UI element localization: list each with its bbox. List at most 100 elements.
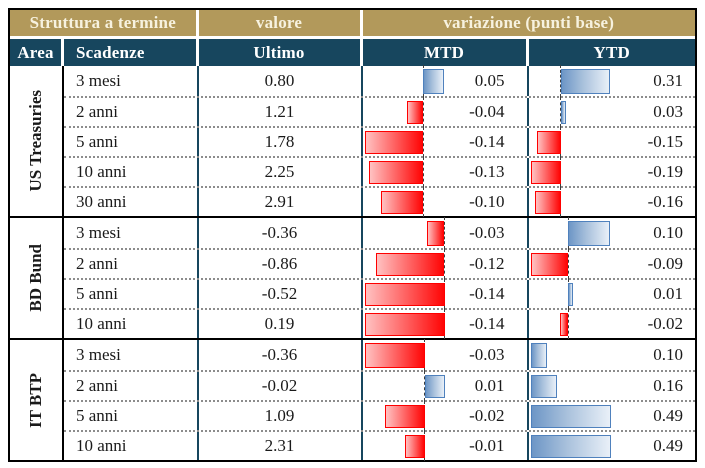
ultimo-value: 0.80: [264, 71, 295, 90]
zero-axis: [560, 187, 562, 217]
maturity-label: 2 anni: [76, 102, 119, 121]
table-row: 2 anni -0.02 0.01 0.16: [64, 370, 696, 401]
ytd-bar-positive: [530, 374, 557, 398]
ytd-cell: 0.10: [529, 217, 696, 249]
ytd-value: 0.16: [653, 376, 683, 395]
area-cell: US Treasuries: [10, 66, 64, 216]
ultimo-value: 1.21: [264, 102, 295, 121]
mtd-bar-area: [365, 249, 445, 279]
mtd-cell: 0.05: [363, 65, 529, 97]
ytd-cell: 0.01: [529, 279, 696, 309]
ytd-bar-positive: [530, 404, 611, 428]
mtd-cell: -0.04: [363, 97, 529, 127]
maturity-cell: 3 mesi: [64, 66, 199, 96]
area-label: BD Bund: [26, 244, 45, 312]
ytd-bar-negative: [530, 252, 569, 276]
ytd-value: 0.49: [653, 436, 683, 455]
maturity-cell: 3 mesi: [64, 340, 199, 370]
mtd-bar-area: [365, 97, 445, 127]
ultimo-cell: 1.78: [199, 128, 363, 156]
maturity-label: 5 anni: [76, 284, 119, 303]
mtd-bar-negative: [381, 190, 424, 214]
ytd-bar-negative: [536, 130, 561, 154]
ytd-bar-area: [531, 187, 611, 217]
mtd-bar-area: [365, 217, 445, 249]
ytd-bar-positive: [568, 282, 573, 306]
table-section: BD Bund 3 mesi -0.36 -0.03 0.10 2 anni -0.86 -0…: [10, 216, 696, 339]
ytd-value: -0.16: [647, 192, 683, 211]
ytd-cell: 0.03: [529, 97, 696, 127]
maturity-label: 2 anni: [76, 376, 119, 395]
mtd-value: -0.14: [469, 314, 505, 333]
table-row: 10 anni 2.25 -0.13 -0.19: [64, 156, 696, 187]
header-valore: valore: [198, 10, 363, 36]
ytd-bar-positive: [530, 342, 547, 368]
mtd-cell: 0.01: [363, 371, 529, 401]
mtd-value: -0.02: [469, 406, 505, 425]
ytd-bar-area: [530, 432, 611, 460]
maturity-label: 3 mesi: [76, 71, 121, 90]
column-header-scadenze: Scadenze: [64, 39, 199, 66]
ultimo-value: -0.52: [261, 284, 298, 303]
ytd-bar-area: [531, 279, 611, 309]
mtd-bar-area: [365, 157, 445, 187]
section-rows: 3 mesi -0.36 -0.03 0.10 2 anni -0.86 -0.12 -0.0…: [64, 217, 696, 339]
header-struttura-a-termine: Struttura a termine: [10, 10, 199, 36]
area-cell: IT BTP: [10, 340, 64, 460]
ytd-bar-area: [530, 249, 611, 279]
maturity-label: 10 anni: [76, 314, 127, 333]
mtd-cell: -0.14: [363, 127, 529, 157]
maturity-label: 3 mesi: [76, 345, 121, 364]
zero-axis: [422, 97, 424, 127]
maturity-label: 2 anni: [76, 254, 119, 273]
zero-axis: [560, 157, 562, 187]
ytd-value: -0.19: [647, 162, 683, 181]
mtd-cell: -0.10: [363, 187, 529, 217]
zero-axis: [444, 279, 445, 309]
maturity-cell: 2 anni: [64, 372, 199, 400]
ultimo-value: -0.36: [261, 345, 298, 364]
maturity-label: 5 anni: [76, 132, 119, 151]
mtd-bar-negative: [375, 252, 445, 276]
ytd-bar-area: [531, 127, 611, 157]
ytd-cell: -0.19: [529, 157, 696, 187]
mtd-cell: -0.12: [363, 249, 529, 279]
maturity-label: 5 anni: [76, 406, 119, 425]
table-section: US Treasuries 3 mesi 0.80 0.05 0.31 2 anni 1.2…: [10, 65, 696, 217]
ultimo-cell: 2.25: [199, 158, 363, 186]
maturity-cell: 5 anni: [64, 128, 199, 156]
maturity-cell: 30 anni: [64, 188, 199, 216]
mtd-value: -0.04: [469, 102, 505, 121]
mtd-cell: -0.13: [363, 157, 529, 187]
mtd-cell: -0.02: [363, 401, 529, 431]
mtd-value: -0.10: [469, 192, 505, 211]
ultimo-cell: 1.09: [199, 402, 363, 430]
header-group-row: Struttura a termine valore variazione (p…: [10, 10, 695, 39]
area-label: IT BTP: [26, 372, 45, 428]
ultimo-cell: -0.86: [199, 250, 363, 278]
header-column-row: Area Scadenze Ultimo MTD YTD: [10, 39, 695, 66]
zero-axis: [560, 127, 562, 157]
ultimo-cell: -0.52: [199, 280, 363, 308]
mtd-bar-negative: [364, 130, 424, 154]
table-row: 10 anni 0.19 -0.14 -0.02: [64, 308, 695, 339]
mtd-bar-area: [364, 309, 445, 339]
zero-axis: [422, 187, 424, 217]
term-structure-table: Struttura a termine valore variazione (p…: [8, 8, 697, 462]
mtd-bar-negative: [364, 342, 425, 368]
maturity-label: 10 anni: [76, 436, 127, 455]
maturity-label: 3 mesi: [76, 223, 121, 242]
ytd-cell: 0.49: [529, 402, 696, 430]
mtd-value: -0.01: [469, 436, 505, 455]
table-row: 10 anni 2.31 -0.01 0.49: [64, 430, 695, 461]
section-rows: 3 mesi 0.80 0.05 0.31 2 anni 1.21 -0.04 0.03 5 a…: [64, 65, 696, 217]
ytd-cell: 0.16: [529, 372, 696, 400]
zero-axis: [444, 309, 445, 339]
ultimo-cell: 2.31: [199, 432, 363, 460]
ultimo-cell: -0.36: [199, 340, 363, 370]
zero-axis: [424, 339, 425, 371]
ytd-value: -0.09: [647, 254, 683, 273]
table-row: 3 mesi -0.36 -0.03 0.10: [64, 217, 696, 249]
ytd-cell: 0.31: [529, 65, 696, 97]
mtd-bar-negative: [364, 282, 445, 306]
